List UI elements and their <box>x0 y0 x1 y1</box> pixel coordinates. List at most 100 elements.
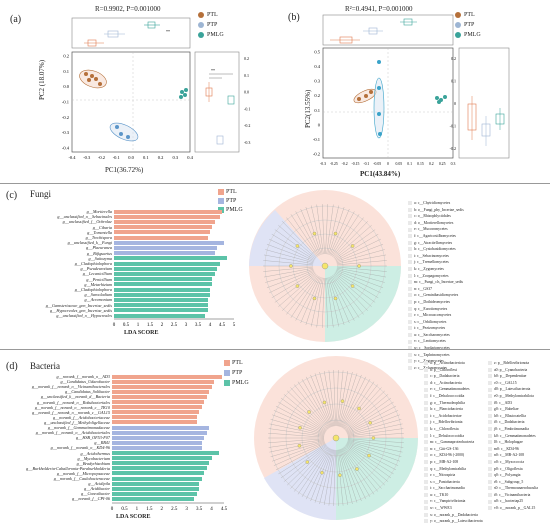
x-tick-label: 0.1 <box>407 162 412 166</box>
taxon-swatch-icon <box>408 300 412 305</box>
bar-label: g__Conexibacter <box>81 491 110 497</box>
taxon-label: a: c__Chytridiomycetes <box>414 201 451 205</box>
taxon-label: m: c__Fungi_cls_Incertae_sedis <box>414 280 464 285</box>
taxon-item: g: c__Atractiellomycetes <box>408 240 548 247</box>
panel-c-taxa-list: a: c__Chytridiomycetes b: o__Fungi_phy_In… <box>408 200 548 371</box>
taxon-label: r: c__Microascomycetes <box>414 313 452 318</box>
y-tick-label: -0.2 <box>313 152 320 157</box>
taxon-item: t: c__Saccharimonadia <box>424 485 488 492</box>
bar <box>112 440 202 445</box>
taxon-label: l0: c__Holophagae <box>494 440 523 445</box>
taxon-label: k: c__Chloroflexia <box>430 426 459 431</box>
taxon-item: j: c__Tremellomycetes <box>408 259 548 266</box>
x-tick-label: 5 <box>233 323 236 328</box>
taxon-item: j0: c__Fimbriimonadia <box>488 426 550 433</box>
bar <box>114 266 218 271</box>
taxon-item: b0: p__Dependentiae <box>488 373 550 380</box>
panel-d-label: (d) <box>6 361 18 372</box>
bar <box>114 277 213 282</box>
taxon-label: q0: c__Polyangia <box>494 473 521 478</box>
taxon-item: a: c__Chytridiomycetes <box>408 200 548 207</box>
taxon-item: d0: p__Latescibacterota <box>488 386 550 393</box>
bar <box>112 420 197 425</box>
taxon-label: t: c__Pezizomycetes <box>414 326 446 331</box>
bar-row: g__Tomentella <box>4 230 244 235</box>
taxon-label: m: c__Gammaproteobacteria <box>430 440 475 445</box>
bar-label: g__Penicillium <box>86 276 112 282</box>
pmlg-dot-icon <box>198 31 204 38</box>
taxon-swatch-icon <box>424 453 428 458</box>
taxon-label: w: c__WWE3 <box>430 506 452 511</box>
panel-a-xlabel: PC1(36.72%) <box>105 166 144 174</box>
bar-row: g__Sarocladium <box>4 292 244 297</box>
taxon-label: f: c__Dehalococcoidia <box>430 393 465 398</box>
taxon-label: u0: c__bacteriap25 <box>494 499 523 504</box>
bar-label: g__norank_f__Acidobacteriaceae <box>53 414 110 420</box>
taxon-swatch-icon <box>424 380 428 385</box>
panel-a-legend: PTL PTP PMLG <box>198 10 224 40</box>
bar-label: g__Acidipila <box>88 481 110 487</box>
taxon-label: l: c__Dehalococcoidia <box>430 433 465 438</box>
taxon-item: o0: c__Myxococcia <box>488 459 550 466</box>
bar <box>112 415 197 420</box>
bar <box>114 225 213 230</box>
ptp-dot-icon <box>198 21 204 28</box>
taxon-label: h: c__Cystobasidiomycetes <box>414 247 456 252</box>
bar-label: g__Acidibacter <box>84 486 110 492</box>
bar-label: g__Burkholderia-Caballeronia-Paraburkhol… <box>26 465 110 471</box>
bar <box>114 209 222 214</box>
bar-label: g__unclassified_f__Ochrolae <box>62 219 112 225</box>
taxon-swatch-icon <box>424 374 428 379</box>
ptp-dot-icon <box>455 21 461 28</box>
bar-label: g__Mycobacterium <box>77 455 110 461</box>
taxon-swatch-icon <box>408 220 412 225</box>
bar-row: g__Lecanicillium <box>4 271 244 276</box>
x-tick-label: 3 <box>185 507 188 512</box>
bar-label: g__unclassified_k__Fungi <box>67 240 112 246</box>
panel-b-yticks: 0.5 0.4 0.3 0.2 0.1 0 -0.1 -0.2 <box>313 50 321 157</box>
bar <box>112 476 202 481</box>
bar-row: g__Saitozyma <box>4 256 244 261</box>
bar-row: g__Hypocreales_gen_Incertae_sedis <box>4 308 244 313</box>
bar-row: g__norank_f__norank_o__Vicinamibacterale… <box>4 384 244 389</box>
x-tick-label: 2.5 <box>171 507 178 512</box>
bar-label: g__unclassified_o__Sebacinales <box>57 214 112 220</box>
taxon-swatch-icon <box>424 433 428 438</box>
bar-label: g__norank_f__CPI-06 <box>72 496 110 502</box>
taxon-label: q: c__Eurotiomycetes <box>414 306 448 311</box>
x-tick-label: -0.4 <box>68 155 76 160</box>
taxon-swatch-icon <box>488 466 492 471</box>
taxon-swatch-icon <box>488 374 492 379</box>
taxon-swatch-icon <box>408 273 412 278</box>
taxon-swatch-icon <box>488 453 492 458</box>
panel-b-stat: R²=0.4941, P=0.001000 <box>345 5 413 13</box>
taxon-item: q: c__Methylomirabilia <box>424 466 488 473</box>
panel-a-yticks: 0.2 0.1 0.0 -0.1 -0.2 -0.3 -0.4 <box>62 54 70 151</box>
bar-row: g__norank_f__norank_o__norank_c__GAL15 <box>4 410 244 415</box>
x-tick-label: -0.05 <box>373 162 381 166</box>
bar-row: g__unclassified_f__Ochrolae <box>4 219 244 224</box>
bar-row: g__Acidothermus <box>4 451 244 456</box>
y-tick-label: -0.2 <box>62 115 69 120</box>
right-tick-label: -0.2 <box>450 146 456 151</box>
x-tick-label: 3 <box>185 323 188 328</box>
right-tick-label: 0.2 <box>451 56 456 61</box>
x-tick-label: 0.3 <box>172 155 178 160</box>
bar-label: g__norank_f__Caulobacteraceae <box>53 476 110 481</box>
taxon-label: v: c__Vampirivibrionia <box>430 499 466 504</box>
bar-label: g__unclassified_k__norank_d__Bacteria <box>40 394 110 400</box>
panel-d-taxa-list-1: a: p__Actinobacteriota b: p__Chloroflexi c… <box>424 360 488 525</box>
taxon-swatch-icon <box>488 460 492 465</box>
taxon-item: d: o__Mortierellomycetes <box>408 220 548 227</box>
bar-label: g__Cibaria <box>92 224 112 230</box>
taxon-label: t0: c__Vicinamibacteria <box>494 492 531 497</box>
bar-row: g__HSB_OF53-F07 <box>4 435 244 440</box>
bar <box>114 214 220 219</box>
x-tick-label: 1.5 <box>146 507 153 512</box>
x-tick-label: -0.2 <box>98 155 105 160</box>
taxon-swatch-icon <box>488 361 492 366</box>
taxon-label: l: c__Zoopagomycetes <box>414 273 449 278</box>
bar <box>114 235 208 240</box>
panel-b-xticks: -0.3 -0.25 -0.2 -0.15 -0.1 -0.05 0 0.05 0.1 0.15 0… <box>320 162 455 166</box>
bar <box>114 303 208 308</box>
